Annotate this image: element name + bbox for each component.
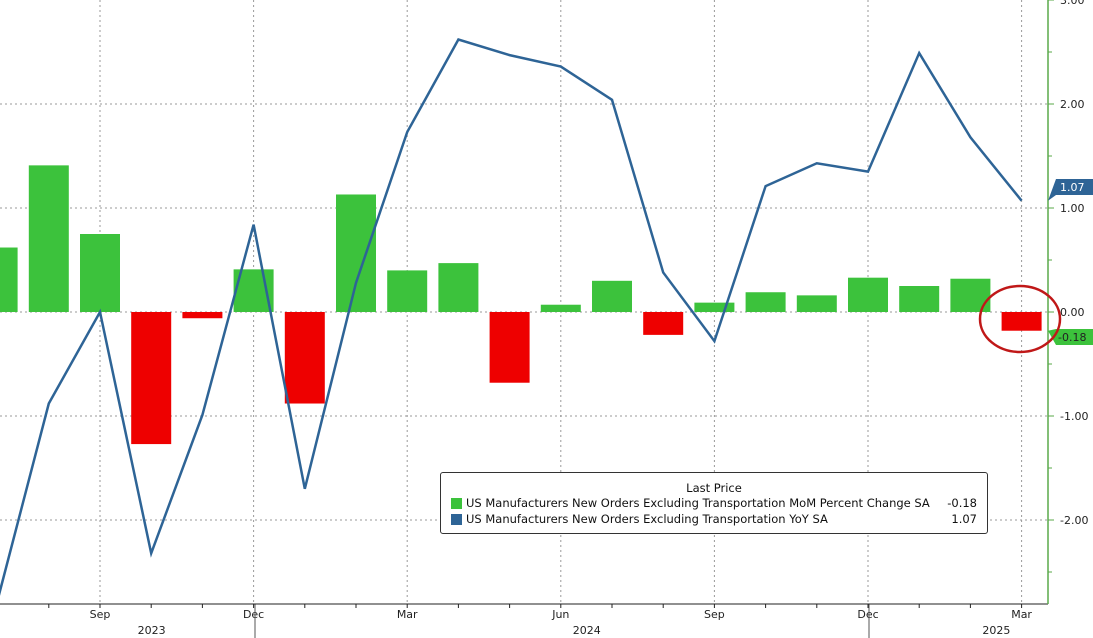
x-tick-label: Dec [857,608,878,621]
bar [438,263,479,312]
y-tick-label: 1.00 [1060,202,1085,215]
bar [592,280,632,312]
legend-value: 1.07 [951,512,977,526]
x-tick-label: Mar [397,608,418,621]
x-tick-label: Dec [243,608,264,621]
annotation-circle [978,284,1062,354]
legend-title: Last Price [686,481,742,495]
x-tick-label: Sep [704,608,725,621]
legend-item-yoy: US Manufacturers New Orders Excluding Tr… [441,511,987,527]
y-tick-label: 3.00 [1060,0,1085,7]
bar [0,247,18,312]
year-label: 2025 [982,624,1010,637]
legend-swatch-blue [451,513,462,525]
legend-label: US Manufacturers New Orders Excluding Tr… [466,512,828,526]
bar [950,278,991,312]
yoy-line [0,38,1023,596]
year-label: 2024 [573,624,601,637]
bar [182,312,223,319]
x-tick-label: Mar [1011,608,1032,621]
last-value-tag-mom [1048,329,1093,345]
legend-swatch-green [451,497,462,509]
x-tick-label: Jun [551,608,569,621]
bar [489,312,530,383]
x-tick-label: Sep [90,608,111,621]
year-label: 2023 [138,624,166,637]
bar [540,304,581,312]
legend-label: US Manufacturers New Orders Excluding Tr… [466,496,930,510]
bar [131,312,172,445]
bar [899,286,940,312]
bar [745,292,786,312]
last-value-mom: -0.18 [1058,331,1086,344]
bar [694,302,735,312]
last-value-tag-yoy [1048,179,1093,201]
legend: Last Price US Manufacturers New Orders E… [440,472,988,534]
y-tick-label: -1.00 [1060,410,1088,423]
y-tick-label: 2.00 [1060,98,1085,111]
bar [80,234,120,312]
bar [1001,312,1042,331]
bar [28,165,69,312]
bar [387,270,428,312]
bar [336,194,376,312]
y-tick-label: -2.00 [1060,514,1088,527]
bar [796,295,837,312]
last-value-yoy: 1.07 [1060,181,1085,194]
legend-value: -0.18 [947,496,977,510]
bar [284,312,325,404]
y-tick-label: 0.00 [1060,306,1085,319]
bar [848,277,888,312]
legend-item-mom: US Manufacturers New Orders Excluding Tr… [441,495,987,511]
bar [643,312,684,335]
